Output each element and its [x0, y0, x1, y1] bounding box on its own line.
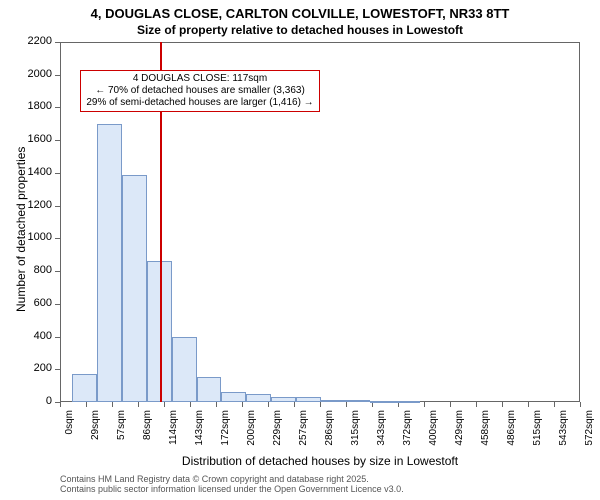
xtick-label: 86sqm: [142, 410, 153, 460]
ytick-mark: [55, 140, 60, 141]
xtick-label: 515sqm: [532, 410, 543, 460]
ytick-mark: [55, 304, 60, 305]
xtick-mark: [424, 402, 425, 407]
xtick-mark: [60, 402, 61, 407]
histogram-bar: [370, 401, 394, 403]
x-axis-label: Distribution of detached houses by size …: [60, 454, 580, 468]
xtick-mark: [528, 402, 529, 407]
ytick-label: 400: [0, 330, 52, 342]
xtick-mark: [268, 402, 269, 407]
ytick-mark: [55, 337, 60, 338]
chart-title-line1: 4, DOUGLAS CLOSE, CARLTON COLVILLE, LOWE…: [0, 6, 600, 21]
xtick-mark: [112, 402, 113, 407]
ytick-mark: [55, 75, 60, 76]
xtick-label: 372sqm: [402, 410, 413, 460]
histogram-bar: [296, 397, 321, 402]
xtick-label: 458sqm: [480, 410, 491, 460]
histogram-bar: [321, 400, 345, 402]
histogram-bar: [147, 261, 172, 402]
histogram-bar: [395, 401, 420, 403]
xtick-label: 229sqm: [272, 410, 283, 460]
ytick-label: 1600: [0, 133, 52, 145]
xtick-label: 286sqm: [324, 410, 335, 460]
xtick-label: 257sqm: [298, 410, 309, 460]
xtick-mark: [502, 402, 503, 407]
ytick-mark: [55, 107, 60, 108]
xtick-mark: [346, 402, 347, 407]
xtick-label: 343sqm: [376, 410, 387, 460]
ytick-label: 0: [0, 395, 52, 407]
xtick-label: 143sqm: [194, 410, 205, 460]
xtick-mark: [476, 402, 477, 407]
ytick-mark: [55, 271, 60, 272]
xtick-mark: [554, 402, 555, 407]
histogram-bar: [122, 175, 146, 402]
xtick-label: 114sqm: [168, 410, 179, 460]
ytick-label: 1400: [0, 166, 52, 178]
footer-text: Contains HM Land Registry data © Crown c…: [60, 474, 404, 494]
xtick-mark: [164, 402, 165, 407]
xtick-label: 543sqm: [558, 410, 569, 460]
ytick-label: 600: [0, 297, 52, 309]
xtick-mark: [216, 402, 217, 407]
histogram-bar: [197, 377, 221, 402]
histogram-bar: [345, 400, 370, 402]
annotation-line3: 29% of semi-detached houses are larger (…: [85, 97, 315, 109]
annotation-box: 4 DOUGLAS CLOSE: 117sqm← 70% of detached…: [80, 70, 320, 112]
ytick-label: 2200: [0, 35, 52, 47]
ytick-label: 800: [0, 264, 52, 276]
histogram-bar: [97, 124, 122, 402]
ytick-mark: [55, 42, 60, 43]
xtick-label: 29sqm: [90, 410, 101, 460]
histogram-bar: [221, 392, 246, 402]
ytick-label: 2000: [0, 68, 52, 80]
ytick-mark: [55, 369, 60, 370]
ytick-label: 1200: [0, 199, 52, 211]
xtick-mark: [580, 402, 581, 407]
xtick-label: 400sqm: [428, 410, 439, 460]
histogram-bar: [72, 374, 97, 402]
xtick-mark: [294, 402, 295, 407]
footer-line2: Contains public sector information licen…: [60, 484, 404, 494]
xtick-label: 486sqm: [506, 410, 517, 460]
footer-line1: Contains HM Land Registry data © Crown c…: [60, 474, 404, 484]
xtick-label: 572sqm: [584, 410, 595, 460]
ytick-mark: [55, 206, 60, 207]
xtick-mark: [138, 402, 139, 407]
ytick-mark: [55, 173, 60, 174]
xtick-label: 0sqm: [64, 410, 75, 460]
histogram-bar: [172, 337, 197, 402]
xtick-mark: [86, 402, 87, 407]
xtick-mark: [320, 402, 321, 407]
xtick-mark: [242, 402, 243, 407]
xtick-label: 315sqm: [350, 410, 361, 460]
xtick-label: 57sqm: [116, 410, 127, 460]
ytick-label: 200: [0, 362, 52, 374]
xtick-mark: [450, 402, 451, 407]
xtick-label: 429sqm: [454, 410, 465, 460]
xtick-mark: [190, 402, 191, 407]
ytick-label: 1800: [0, 100, 52, 112]
xtick-label: 172sqm: [220, 410, 231, 460]
ytick-label: 1000: [0, 231, 52, 243]
ytick-mark: [55, 238, 60, 239]
annotation-line2: ← 70% of detached houses are smaller (3,…: [85, 85, 315, 97]
chart-title-line2: Size of property relative to detached ho…: [0, 23, 600, 37]
histogram-bar: [246, 394, 270, 402]
xtick-label: 200sqm: [246, 410, 257, 460]
histogram-bar: [271, 397, 296, 402]
annotation-line1: 4 DOUGLAS CLOSE: 117sqm: [85, 73, 315, 85]
